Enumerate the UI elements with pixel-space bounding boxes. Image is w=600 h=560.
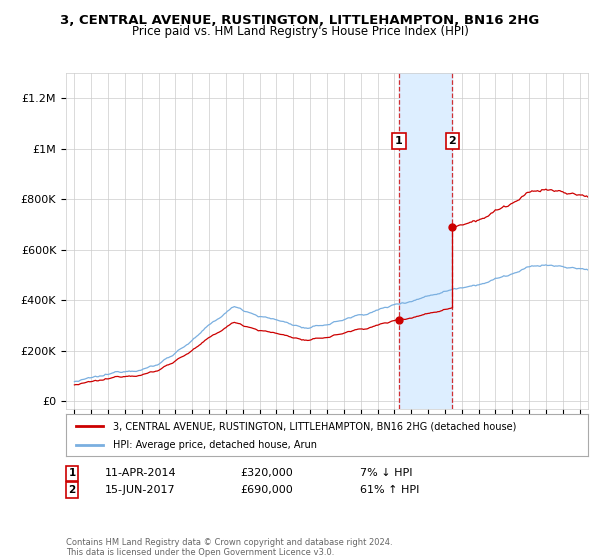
Text: Price paid vs. HM Land Registry's House Price Index (HPI): Price paid vs. HM Land Registry's House …: [131, 25, 469, 38]
Text: Contains HM Land Registry data © Crown copyright and database right 2024.
This d: Contains HM Land Registry data © Crown c…: [66, 538, 392, 557]
Text: 61% ↑ HPI: 61% ↑ HPI: [360, 485, 419, 495]
Text: HPI: Average price, detached house, Arun: HPI: Average price, detached house, Arun: [113, 440, 317, 450]
Text: 1: 1: [68, 468, 76, 478]
Text: £690,000: £690,000: [240, 485, 293, 495]
Text: £320,000: £320,000: [240, 468, 293, 478]
Text: 11-APR-2014: 11-APR-2014: [105, 468, 176, 478]
Text: 1: 1: [395, 136, 403, 146]
Text: 2: 2: [68, 485, 76, 495]
Text: 3, CENTRAL AVENUE, RUSTINGTON, LITTLEHAMPTON, BN16 2HG (detached house): 3, CENTRAL AVENUE, RUSTINGTON, LITTLEHAM…: [113, 421, 517, 431]
Bar: [399, 73, 452, 409]
Text: 3, CENTRAL AVENUE, RUSTINGTON, LITTLEHAMPTON, BN16 2HG: 3, CENTRAL AVENUE, RUSTINGTON, LITTLEHAM…: [61, 14, 539, 27]
Text: 7% ↓ HPI: 7% ↓ HPI: [360, 468, 413, 478]
Text: 15-JUN-2017: 15-JUN-2017: [105, 485, 176, 495]
Text: 2: 2: [449, 136, 457, 146]
